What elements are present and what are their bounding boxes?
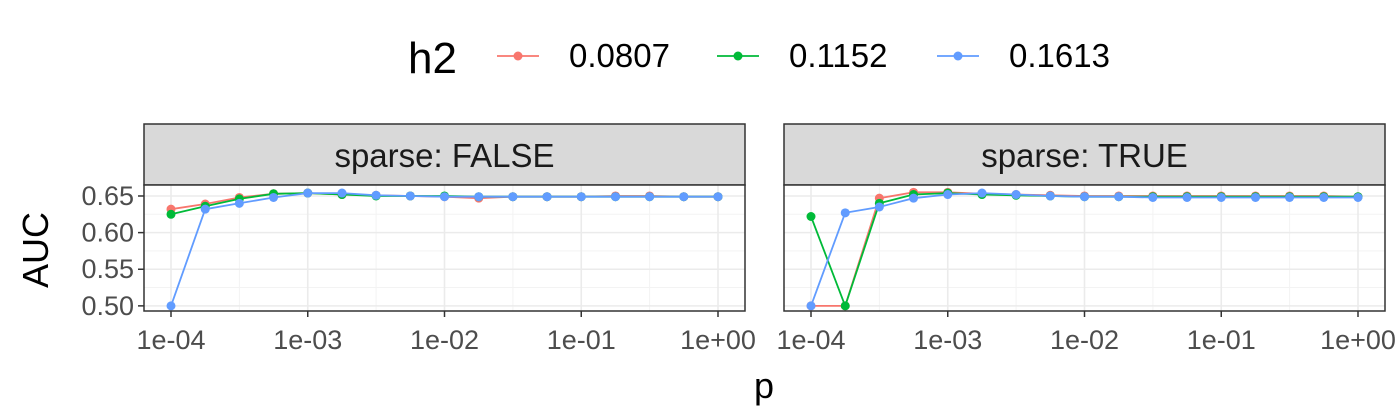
facet-panel: sparse: TRUE 1e-04 1e-03 1e-02 1e-01 1e+00 — [776, 123, 1396, 355]
y-axis-title: AUC — [15, 212, 56, 288]
data-point — [1114, 192, 1124, 202]
data-point — [371, 190, 381, 200]
data-point — [713, 192, 723, 202]
x-tick-label: 1e+00 — [1320, 325, 1396, 355]
legend-title: h2 — [408, 34, 457, 83]
data-point — [234, 198, 244, 208]
data-point — [576, 192, 586, 202]
legend-key-point — [513, 51, 523, 61]
x-tick-label: 1e-01 — [547, 325, 616, 355]
data-point — [840, 301, 850, 311]
legend-entry: 0.1152 — [717, 37, 887, 74]
data-point — [1045, 191, 1055, 201]
data-point — [1080, 192, 1089, 202]
data-point — [303, 188, 313, 198]
y-tick-label: 0.65 — [81, 181, 134, 211]
y-tick-label: 0.50 — [81, 291, 134, 321]
facet-panels: sparse: FALSE 1e-04 1e-03 1e-02 1e-01 1e+00 0.… — [81, 123, 1396, 355]
data-point — [508, 192, 518, 202]
series-0.1613 — [166, 188, 723, 311]
legend: h2 0.0807 0.1152 0.1613 — [408, 34, 1110, 83]
data-point — [1250, 192, 1260, 202]
data-point — [840, 208, 850, 218]
legend-label: 0.0807 — [569, 37, 670, 74]
x-tick-label: 1e-04 — [776, 325, 845, 355]
x-tick-label: 1e-03 — [273, 325, 342, 355]
data-point — [1285, 192, 1295, 202]
x-tick-label: 1e-02 — [410, 325, 479, 355]
data-point — [806, 212, 816, 221]
data-point — [542, 192, 552, 202]
data-point — [474, 192, 484, 202]
facet-strip-label: sparse: TRUE — [981, 137, 1188, 174]
x-tick-label: 1e+00 — [680, 325, 756, 355]
data-point — [1353, 192, 1363, 202]
x-tick-label: 1e-01 — [1187, 325, 1256, 355]
data-point — [610, 192, 620, 202]
legend-entry: 0.1613 — [937, 37, 1110, 74]
facet-strip — [783, 123, 1386, 186]
x-tick-label: 1e-04 — [136, 325, 205, 355]
data-point — [645, 192, 655, 202]
data-point — [943, 190, 953, 200]
data-point — [1148, 192, 1158, 202]
data-point — [679, 192, 689, 202]
facet-strip — [143, 123, 746, 186]
data-point — [977, 188, 987, 198]
facet-panel: sparse: FALSE 1e-04 1e-03 1e-02 1e-01 1e+00 0.… — [81, 123, 756, 355]
legend-label: 0.1613 — [1009, 37, 1110, 74]
data-point — [1011, 190, 1021, 200]
legend-key-point — [733, 51, 743, 61]
data-point — [440, 192, 449, 202]
x-axis: 1e-04 1e-03 1e-02 1e-01 1e+00 — [776, 311, 1396, 355]
y-tick-label: 0.55 — [81, 254, 134, 284]
facet-strip-label: sparse: FALSE — [334, 137, 554, 174]
data-point — [909, 193, 919, 203]
y-tick-label: 0.60 — [81, 218, 134, 248]
data-point — [269, 192, 279, 202]
x-axis: 1e-04 1e-03 1e-02 1e-01 1e+00 — [136, 311, 756, 355]
data-point — [806, 301, 816, 311]
data-point — [200, 204, 210, 214]
data-point — [166, 301, 176, 311]
data-point — [1216, 192, 1226, 202]
data-point — [874, 202, 884, 212]
legend-entry: 0.0807 — [497, 37, 670, 74]
legend-label: 0.1152 — [789, 37, 887, 74]
data-point — [166, 209, 176, 219]
data-point — [405, 191, 415, 201]
legend-key-point — [953, 51, 963, 61]
series-0.1613 — [806, 188, 1363, 311]
x-axis-title: p — [754, 365, 774, 406]
data-point — [1319, 192, 1329, 202]
x-tick-label: 1e-02 — [1050, 325, 1119, 355]
data-point — [1182, 192, 1192, 202]
x-tick-label: 1e-03 — [913, 325, 982, 355]
data-point — [337, 188, 347, 198]
y-axis: 0.50 0.55 0.60 0.65 — [81, 181, 144, 321]
